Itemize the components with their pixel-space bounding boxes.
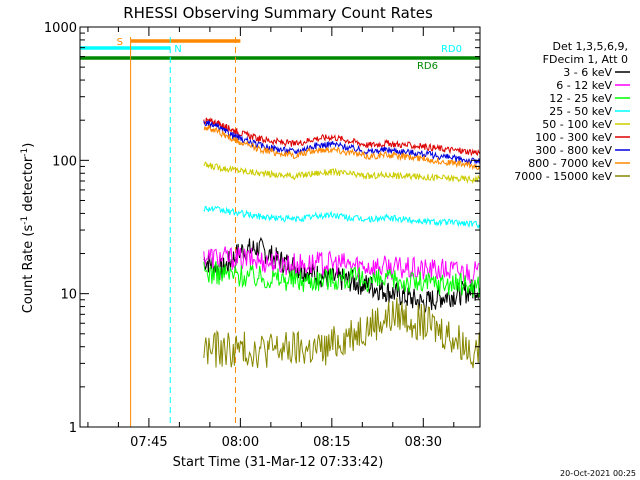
x-axis-label: Start Time (31-Mar-12 07:33:42) — [173, 455, 384, 470]
legend-label-25-50-kev: 25 - 50 keV — [549, 105, 612, 118]
axes: 1 10 100 1000 07:45 08:00 08:15 08:30 — [44, 21, 480, 450]
x-tick-label-08-30: 08:30 — [405, 435, 442, 450]
y-axis-label-mid: detector — [21, 156, 36, 216]
legend-header-line-2: FDecim 1, Att 0 — [543, 53, 628, 66]
flag-label-rd6: RD6 — [417, 61, 438, 72]
legend-label-3-6-kev: 3 - 6 keV — [563, 66, 612, 79]
series-line-3-6-kev — [203, 236, 481, 315]
series-line-25-50-kev — [203, 205, 481, 230]
flag-label-rd0: RD0 — [441, 44, 462, 55]
series-line-50-100-kev — [203, 161, 481, 185]
legend-label-800-7000-kev: 800 - 7000 keV — [528, 157, 612, 170]
legend-header-line-1: Det 1,3,5,6,9, — [552, 40, 628, 53]
x-tick-label-08-00: 08:00 — [222, 435, 259, 450]
legend: Det 1,3,5,6,9, FDecim 1, Att 0 3 - 6 keV… — [514, 40, 630, 183]
x-tick-label-08-15: 08:15 — [313, 435, 350, 450]
legend-label-6-12-kev: 6 - 12 keV — [556, 79, 612, 92]
chart-title: RHESSI Observing Summary Count Rates — [123, 4, 433, 22]
flag-label-n: N — [174, 44, 181, 55]
legend-label-300-800-kev: 300 - 800 keV — [535, 144, 612, 157]
y-tick-label-100: 100 — [52, 154, 77, 169]
plot-frame — [79, 26, 481, 428]
series-line-300-800-kev — [203, 119, 481, 165]
flag-label-s: S — [117, 37, 123, 48]
series-line-12-25-kev — [203, 261, 480, 298]
y-tick-label-1: 1 — [69, 421, 77, 436]
y-tick-label-10: 10 — [60, 288, 77, 303]
legend-label-50-100-kev: 50 - 100 keV — [542, 118, 612, 131]
x-tick-label-07-45: 07:45 — [130, 435, 167, 450]
y-axis-label-main: Count Rate (s — [21, 225, 36, 314]
series-line-800-7000-kev — [203, 124, 481, 171]
series-line-7000-15000-kev — [203, 297, 480, 369]
y-axis-label-sup1: -1 — [20, 216, 30, 225]
y-axis-label-end: ) — [21, 143, 36, 148]
series-line-6-12-kev — [203, 246, 480, 286]
legend-label-7000-15000-kev: 7000 - 15000 keV — [514, 170, 612, 183]
footer-timestamp: 20-Oct-2021 00:25 — [560, 469, 636, 478]
series-line-100-300-kev — [203, 117, 481, 157]
y-tick-label-1000: 1000 — [44, 21, 77, 36]
legend-label-12-25-kev: 12 - 25 keV — [549, 92, 612, 105]
y-axis-label: Count Rate (s-1 detector-1) — [20, 143, 36, 314]
legend-label-100-300-kev: 100 - 300 keV — [535, 131, 612, 144]
y-axis-label-sup2: -1 — [20, 148, 30, 157]
